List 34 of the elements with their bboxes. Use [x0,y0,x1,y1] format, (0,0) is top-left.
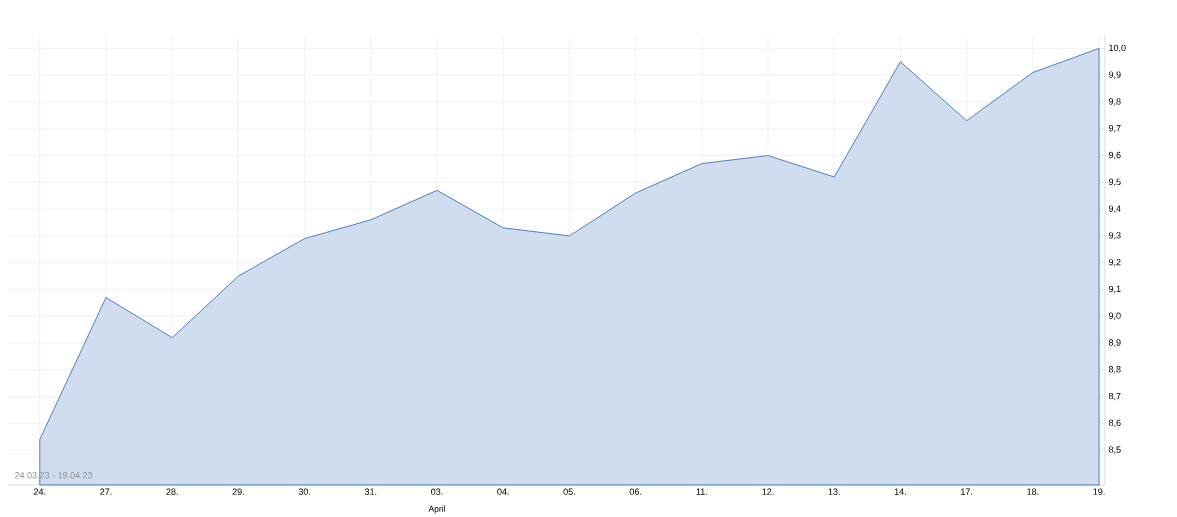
x-tick-label: 03. [431,488,443,496]
x-tick-label: 19. [1093,488,1105,496]
x-tick-label: 28. [166,488,178,496]
x-tick-label: 17. [961,488,973,495]
x-tick-label: 05. [563,488,575,496]
x-tick-label: 12. [762,488,774,495]
x-tick-label: 13. [828,488,840,496]
y-tick-label: 9,2 [1108,259,1121,267]
y-tick-label: 8,8 [1108,366,1121,374]
y-tick-label: 9,3 [1108,232,1121,240]
x-tick-label: 30. [298,488,311,496]
y-tick-label: 9,1 [1108,285,1121,294]
y-tick-label: 8,7 [1108,392,1121,401]
y-tick-label: 9,8 [1108,98,1121,106]
text: April [428,505,445,514]
x-tick-label: 11. [696,488,707,495]
x-tick-label: 27. [100,488,112,495]
x-tick-label: 18. [1027,488,1039,496]
y-tick-label: 9,7 [1108,125,1121,133]
y-tick-label: 9,4 [1108,205,1121,213]
y-tick-label: 9,9 [1108,71,1121,79]
y-tick-label: 10,0 [1109,44,1126,53]
x-tick-label: 06. [629,488,642,496]
y-tick-label: 8,5 [1108,446,1121,454]
y-tick-label: 8,9 [1108,339,1121,347]
x-tick-label: 14. [894,488,906,495]
y-tick-label: 9,0 [1108,312,1121,321]
x-tick-label: 04. [497,488,509,496]
x-tick-label: 24. [33,488,46,495]
x-tick-label: 31. [364,488,377,496]
y-tick-label: 9,6 [1108,151,1121,160]
x-tick-label: 29. [232,488,244,496]
y-tick-label: 8,6 [1108,419,1121,428]
y-tick-label: 9,5 [1108,178,1121,187]
